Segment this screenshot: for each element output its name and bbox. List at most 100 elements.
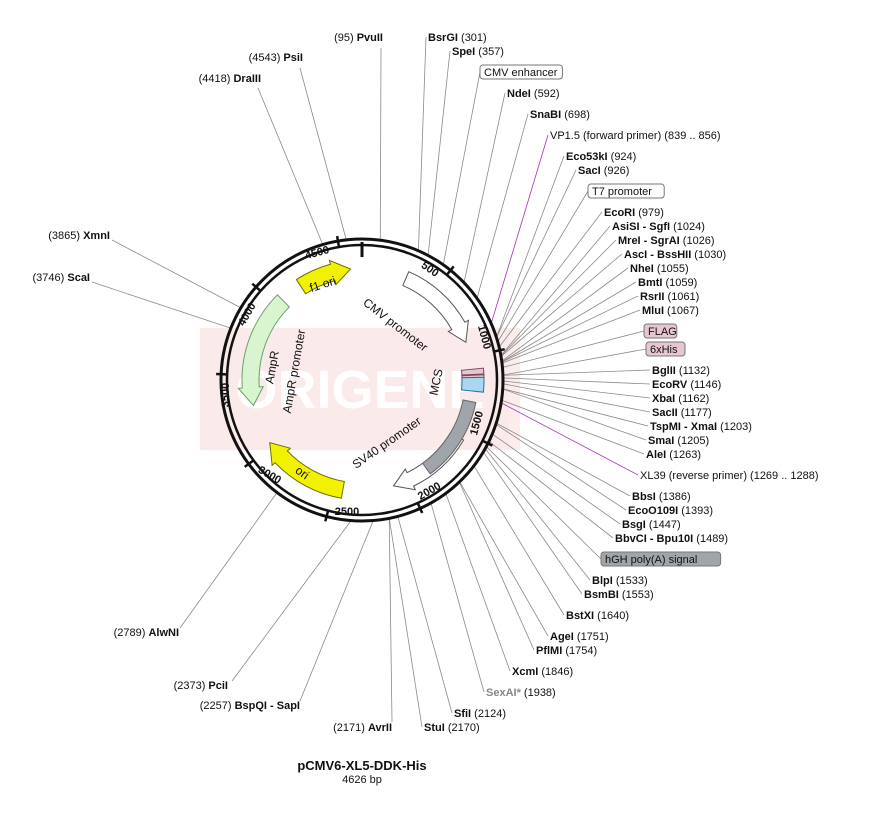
svg-text:XbaI (1162): XbaI (1162) xyxy=(652,393,709,405)
site-label-draiii: (4418) DraIII xyxy=(199,73,261,85)
svg-text:NheI (1055): NheI (1055) xyxy=(630,263,689,275)
svg-text:FLAG: FLAG xyxy=(648,326,677,338)
svg-text:(2257) BspQI - SapI: (2257) BspQI - SapI xyxy=(200,700,300,712)
leader-line xyxy=(299,521,374,702)
ruler-tick xyxy=(416,502,424,514)
site-label-ecori: EcoRI (979) xyxy=(604,207,664,219)
site-label-bmti: BmtI (1059) xyxy=(638,277,697,289)
feature-label-flag: FLAG xyxy=(643,323,678,339)
ruler-tick xyxy=(445,265,455,276)
leader-line xyxy=(443,71,481,264)
svg-text:SfiI (2124): SfiI (2124) xyxy=(454,708,506,720)
svg-text:XL39 (reverse primer) (1269 .: XL39 (reverse primer) (1269 .. 1288) xyxy=(640,470,819,482)
leader-line xyxy=(503,388,647,441)
site-label-xmni: (3865) XmnI xyxy=(48,230,110,242)
leader-line xyxy=(503,377,651,385)
leader-line xyxy=(430,503,485,693)
his-segment xyxy=(461,374,485,379)
leader-line xyxy=(427,50,451,255)
leader-line xyxy=(502,267,629,361)
leader-line xyxy=(257,87,323,244)
leader-line xyxy=(496,155,565,337)
cmv-promoter-arrow xyxy=(402,271,470,344)
site-label-mrei-sgrai: MreI - SgrAI (1026) xyxy=(618,235,715,247)
site-label-rsrii: RsrII (1061) xyxy=(640,291,699,303)
svg-text:BsrGI (301): BsrGI (301) xyxy=(428,32,487,44)
leader-line xyxy=(503,380,651,399)
svg-text:(95) PvuII: (95) PvuII xyxy=(334,32,383,44)
ori-arrow xyxy=(269,442,345,499)
leader-line xyxy=(502,309,641,364)
leader-line xyxy=(501,253,623,357)
svg-text:(2171) AvrII: (2171) AvrII xyxy=(333,722,392,734)
svg-text:SnaBI (698): SnaBI (698) xyxy=(530,109,590,121)
feature-label-6xhis: 6xHis xyxy=(645,341,686,357)
ruler-tick xyxy=(324,510,330,522)
site-label-bbvci-bpu10i: BbvCI - Bpu10I (1489) xyxy=(615,533,728,545)
leader-line xyxy=(499,211,603,347)
svg-text:SacI (926): SacI (926) xyxy=(578,165,629,177)
svg-text:NdeI (592): NdeI (592) xyxy=(507,88,560,100)
leader-line xyxy=(503,383,651,413)
backbone-outer xyxy=(219,237,505,523)
feature-label-t7-promoter: T7 promoter xyxy=(587,183,665,199)
leader-line xyxy=(463,92,506,282)
svg-text:Eco53kI (924): Eco53kI (924) xyxy=(566,151,636,163)
leader-line xyxy=(476,113,529,298)
svg-text:BsgI (1447): BsgI (1447) xyxy=(622,519,681,531)
leader-line xyxy=(299,67,347,240)
leader-line xyxy=(502,400,645,455)
svg-text:AgeI (1751): AgeI (1751) xyxy=(550,631,609,643)
site-label-xbai: XbaI (1162) xyxy=(652,393,709,405)
site-label-stui: StuI (2170) xyxy=(424,722,480,734)
leader-line xyxy=(492,434,621,525)
site-label-bspqi-sapi: (2257) BspQI - SapI xyxy=(200,700,300,712)
svg-text:(4418) DraIII: (4418) DraIII xyxy=(199,73,261,85)
svg-text:T7 promoter: T7 promoter xyxy=(592,186,652,198)
features xyxy=(237,259,485,499)
site-label-psii: (4543) PsiI xyxy=(249,52,303,64)
leader-line xyxy=(91,281,231,329)
leader-line xyxy=(496,423,631,497)
svg-text:SexAI* (1938): SexAI* (1938) xyxy=(486,687,556,699)
ruler-tick xyxy=(482,439,493,447)
leader-line xyxy=(179,493,277,629)
site-label-ndei: NdeI (592) xyxy=(507,88,560,100)
leader-line xyxy=(485,449,591,581)
primer-label-vp1-5-forward-primer: VP1.5 (forward primer) (839 .. 856) xyxy=(550,130,721,142)
site-label-tspmi-xmai: TspMI - XmaI (1203) xyxy=(650,421,752,433)
svg-text:(4543) PsiI: (4543) PsiI xyxy=(249,52,303,64)
leader-line xyxy=(459,482,535,651)
site-label-nhei: NheI (1055) xyxy=(630,263,689,275)
svg-text:MreI - SgrAI (1026): MreI - SgrAI (1026) xyxy=(618,235,715,247)
site-label-sfii: SfiI (2124) xyxy=(454,708,506,720)
svg-text:StuI (2170): StuI (2170) xyxy=(424,722,480,734)
svg-text:BbvCI - Bpu10I (1489): BbvCI - Bpu10I (1489) xyxy=(615,533,728,545)
leader-line xyxy=(389,519,423,728)
leader-line xyxy=(397,517,453,714)
svg-text:MluI (1067): MluI (1067) xyxy=(642,305,699,317)
svg-text:CMV enhancer: CMV enhancer xyxy=(484,67,558,79)
leader-line xyxy=(388,519,393,723)
site-label-sexai: SexAI* (1938) xyxy=(486,687,556,699)
leader-line xyxy=(503,348,647,376)
leader-line xyxy=(501,225,611,355)
site-label-smai: SmaI (1205) xyxy=(648,435,709,447)
leader-line xyxy=(503,330,645,368)
svg-text:TspMI - XmaI (1203): TspMI - XmaI (1203) xyxy=(650,421,752,433)
leader-line xyxy=(491,134,549,323)
leader-lines xyxy=(91,36,651,728)
svg-text:EcoRI (979): EcoRI (979) xyxy=(604,207,664,219)
site-label-eco53ki: Eco53kI (924) xyxy=(566,151,636,163)
site-label-mlui: MluI (1067) xyxy=(642,305,699,317)
site-label-spei: SpeI (357) xyxy=(452,46,504,58)
svg-text:(2373) PciI: (2373) PciI xyxy=(174,680,228,692)
svg-text:XcmI (1846): XcmI (1846) xyxy=(512,666,573,678)
site-label-ecorv: EcoRV (1146) xyxy=(652,379,721,391)
site-label-agei: AgeI (1751) xyxy=(550,631,609,643)
site-label-pflmi: PflMI (1754) xyxy=(536,645,597,657)
leader-line xyxy=(379,47,382,240)
site-label-blpi: BlpI (1533) xyxy=(592,575,648,587)
leader-line xyxy=(418,36,427,250)
